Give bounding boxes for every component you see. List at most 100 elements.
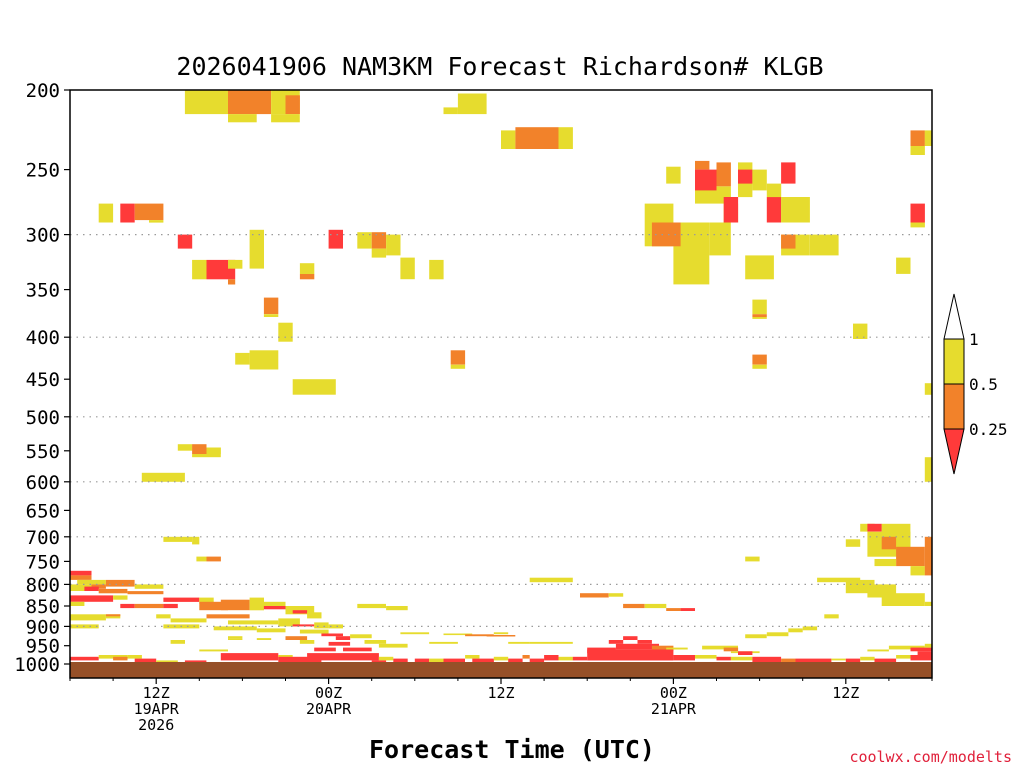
heatmap-cell-161 [817,577,861,583]
heatmap-cell-213 [493,656,509,661]
heatmap-cell-116 [263,601,286,609]
heatmap-cells [70,90,932,664]
heatmap-cell-26 [299,263,315,274]
heatmap-cell-168 [788,628,803,633]
heatmap-cell-228 [831,658,846,661]
heatmap-cell-6 [457,93,487,115]
heatmap-cell-83 [206,556,221,562]
heatmap-cell-99 [105,579,135,587]
heatmap-cell-30 [263,297,279,315]
heatmap-cell-170 [745,634,767,639]
heatmap-cell-139 [350,634,372,639]
heatmap-cell-175 [486,635,516,637]
heatmap-cell-231 [874,658,897,663]
heatmap-cell-227 [795,658,832,663]
heatmap-cell-156 [608,593,624,597]
heatmap-cell-110 [163,603,178,609]
heatmap-cell-198 [134,658,157,663]
heatmap-cell-180 [608,640,624,644]
heatmap-cell-35 [450,350,466,365]
y-tick-label-300: 300 [26,225,60,247]
heatmap-cell-172 [443,633,473,636]
y-tick-label-500: 500 [26,407,60,429]
heatmap-cell-144 [314,647,336,652]
y-tick-label-850: 850 [26,596,60,618]
x-tick-label-0-2: 2026 [138,716,174,734]
heatmap-cell-164 [881,593,925,606]
heatmap-cell-96 [70,575,92,580]
heatmap-cell-166 [824,614,839,619]
colorbar-quarter-to-half [943,383,965,430]
heatmap-cell-234 [917,651,932,655]
heatmap-cell-94 [874,559,897,567]
heatmap-cell-131 [328,624,343,629]
heatmap-cell-226 [781,658,796,663]
heatmap-cell-111 [163,597,200,602]
heatmap-cell-232 [896,655,911,659]
heatmap-cell-51 [752,169,767,191]
heatmap-cell-135 [256,628,286,633]
colorbar-label-05: 0.5 [969,375,998,394]
heatmap-cell-27 [299,274,315,280]
heatmap-cell-92 [910,566,925,576]
heatmap-cell-62 [752,314,767,317]
heatmap-cell-118 [285,606,315,615]
heatmap-cell-194 [70,656,99,661]
heatmap-cell-106 [113,595,128,600]
heatmap-cell-127 [228,620,279,625]
heatmap-cell-25 [228,259,243,269]
heatmap-cell-230 [860,656,875,661]
heatmap-cell-151 [199,649,228,652]
heatmap-cell-36 [450,364,466,369]
heatmap-cell-104 [127,591,164,595]
heatmap-cell-119 [292,610,308,614]
heatmap-cell-100 [134,584,164,589]
heatmap-cell-124 [156,614,171,619]
heatmap-cell-142 [299,640,315,644]
heatmap-cell-74 [924,457,932,482]
heatmap-cell-185 [666,647,688,650]
heatmap-cell-181 [637,640,652,644]
x-tick-label-3-1: 21APR [651,700,697,718]
heatmap-cell-209 [429,658,444,663]
x-tick-label-3-0: 00Z [660,684,687,702]
heatmap-cell-218 [558,656,573,661]
heatmap-cell-67 [910,130,925,146]
heatmap-cell-233 [910,655,932,661]
heatmap-cell-18 [357,232,372,249]
heatmap-cell-102 [84,586,99,591]
heatmap-cell-153 [386,606,408,611]
heatmap-cell-112 [199,597,214,604]
y-tick-label-250: 250 [26,160,60,182]
y-tick-label-600: 600 [26,472,60,494]
heatmap-cell-79 [141,472,185,482]
heatmap-cell-80 [163,536,193,542]
heatmap-cell-81 [192,536,200,545]
heatmap-cell-5 [271,114,300,123]
heatmap-cell-215 [529,658,545,663]
heatmap-cell-148 [170,640,185,644]
heatmap-cell-157 [623,603,645,609]
heatmap-cell-107 [70,601,85,606]
heatmap-cell-8 [501,130,516,149]
y-tick-label-450: 450 [26,369,60,391]
colorbar-over-one [943,293,965,340]
heatmap-cell-196 [113,656,128,661]
heatmap-cell-223 [716,656,731,661]
heatmap-cell-29 [429,259,444,280]
colorbar-legend: 1 0.5 0.25 [943,293,1008,475]
heatmap-cell-84 [745,556,760,562]
heatmap-cell-7 [443,107,458,115]
heatmap-cell-158 [644,603,667,609]
heatmap-cell-76 [192,444,207,454]
colorbar-label-025: 0.25 [969,420,1008,439]
heatmap-cell-12 [120,203,135,223]
heatmap-cell-11 [98,203,114,223]
chart-title: 2026041906 NAM3KM Forecast Richardson# K… [176,52,823,81]
heatmap-cell-21 [371,248,387,258]
heatmap-cell-24 [228,279,236,285]
heatmap-cell-61 [752,299,767,315]
credit-text: coolwx.com/modelts [849,748,1012,766]
heatmap-cell-73 [924,383,932,395]
